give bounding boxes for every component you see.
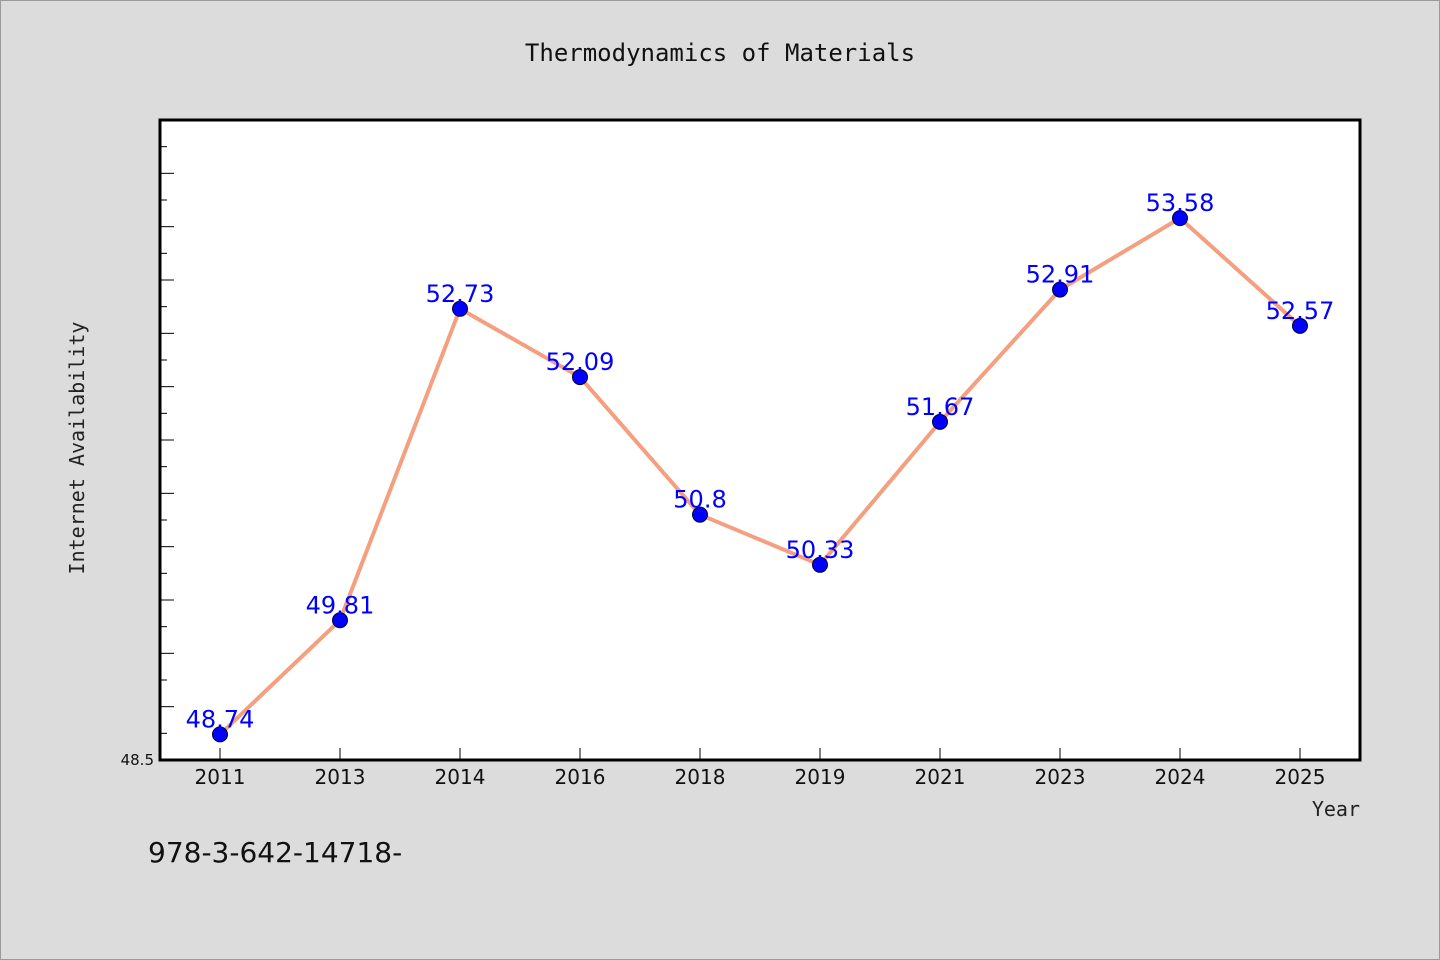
x-tick-label: 2018 bbox=[675, 765, 726, 789]
data-label: 52.91 bbox=[1026, 261, 1095, 289]
data-label: 50.8 bbox=[673, 486, 726, 514]
data-point bbox=[932, 413, 948, 430]
y-tick-label: 48.5 bbox=[121, 751, 154, 769]
data-point bbox=[812, 556, 828, 573]
data-point bbox=[572, 369, 588, 386]
x-tick-label: 2025 bbox=[1275, 765, 1326, 789]
data-label: 48.74 bbox=[186, 705, 255, 733]
y-axis-label: Internet Availability bbox=[65, 322, 89, 575]
chart-title: Thermodynamics of Materials bbox=[525, 39, 915, 67]
plot-area bbox=[158, 118, 1362, 762]
data-label: 52.73 bbox=[426, 280, 495, 308]
x-tick-label: 2024 bbox=[1155, 765, 1206, 789]
x-axis-label: Year bbox=[1312, 797, 1360, 821]
data-point bbox=[1292, 317, 1308, 334]
x-tick-label: 2013 bbox=[315, 765, 366, 789]
data-point bbox=[212, 726, 228, 743]
x-tick-label: 2021 bbox=[915, 765, 966, 789]
footer-text: 978-3-642-14718- bbox=[148, 836, 402, 869]
data-label: 49.81 bbox=[306, 591, 375, 619]
data-label: 51.67 bbox=[906, 393, 975, 421]
series-line bbox=[218, 216, 1302, 737]
x-axis-ticks: 2011 2013 2014 2016 2018 2019 2021 2023 2024 2025 bbox=[195, 748, 1326, 789]
series-layer: 48.74 49.81 52.73 52.09 50.8 50.33 51.67 52.91 5… bbox=[186, 189, 1335, 743]
data-label: 50.33 bbox=[786, 536, 855, 564]
data-point bbox=[452, 300, 468, 317]
x-tick-label: 2016 bbox=[555, 765, 606, 789]
data-point bbox=[1172, 210, 1188, 227]
x-tick-label: 2011 bbox=[195, 765, 246, 789]
x-tick-label: 2023 bbox=[1035, 765, 1086, 789]
data-label: 52.57 bbox=[1266, 297, 1335, 325]
x-tick-label: 2014 bbox=[435, 765, 486, 789]
data-point bbox=[332, 612, 348, 629]
x-tick-label: 2019 bbox=[795, 765, 846, 789]
data-point bbox=[692, 506, 708, 523]
data-point bbox=[1052, 281, 1068, 298]
y-axis-ticks: 48.5 bbox=[121, 119, 174, 769]
data-label: 53.58 bbox=[1146, 189, 1215, 217]
data-label: 52.09 bbox=[546, 348, 615, 376]
